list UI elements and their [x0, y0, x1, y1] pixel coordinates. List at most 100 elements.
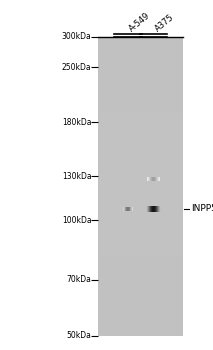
Bar [98, 72, 183, 77]
Bar [153, 177, 154, 181]
Bar [98, 62, 183, 66]
Bar [157, 206, 158, 212]
Bar [156, 177, 157, 181]
Bar [153, 206, 154, 212]
Bar [149, 177, 150, 181]
Bar [131, 207, 132, 211]
Bar [98, 331, 183, 336]
Text: A375: A375 [153, 12, 176, 33]
Text: 250kDa: 250kDa [62, 63, 92, 72]
Bar [157, 206, 158, 212]
Bar [98, 276, 183, 281]
Bar [132, 207, 133, 211]
Bar [98, 57, 183, 62]
Bar [131, 207, 132, 211]
Bar [155, 206, 156, 212]
Bar [98, 306, 183, 311]
Bar [98, 97, 183, 102]
Bar [152, 177, 153, 181]
Bar [98, 112, 183, 117]
Bar [98, 37, 183, 336]
Bar [98, 176, 183, 181]
Text: 50kDa: 50kDa [67, 331, 92, 341]
Bar [152, 177, 153, 181]
Bar [154, 177, 155, 181]
Text: A-549: A-549 [128, 11, 152, 33]
Bar [98, 296, 183, 301]
Bar [98, 206, 183, 211]
Bar [98, 187, 183, 191]
Bar [98, 42, 183, 47]
Bar [155, 177, 156, 181]
Bar [127, 207, 128, 211]
Bar [151, 206, 152, 212]
Bar [98, 226, 183, 231]
Bar [98, 117, 183, 121]
Bar [98, 152, 183, 156]
Text: 300kDa: 300kDa [62, 32, 92, 41]
Bar [98, 47, 183, 52]
Bar [132, 207, 133, 211]
Text: 130kDa: 130kDa [62, 172, 92, 181]
Bar [98, 216, 183, 221]
Bar [98, 286, 183, 291]
Bar [160, 206, 161, 212]
Text: 100kDa: 100kDa [62, 216, 92, 225]
Bar [150, 177, 151, 181]
Bar [98, 316, 183, 321]
Bar [156, 206, 157, 212]
Text: 180kDa: 180kDa [62, 118, 92, 127]
Bar [146, 206, 147, 212]
Bar [98, 196, 183, 201]
Bar [125, 207, 126, 211]
Bar [148, 177, 149, 181]
Bar [98, 246, 183, 251]
Bar [98, 37, 183, 42]
Bar [98, 77, 183, 82]
Bar [127, 207, 128, 211]
Bar [149, 206, 150, 212]
Bar [98, 241, 183, 246]
Bar [98, 87, 183, 92]
Bar [159, 206, 160, 212]
Bar [98, 141, 183, 146]
Text: INPP5J: INPP5J [191, 204, 213, 214]
Bar [129, 207, 130, 211]
Bar [159, 177, 160, 181]
Bar [158, 177, 159, 181]
Bar [155, 206, 156, 212]
Bar [98, 121, 183, 127]
Bar [98, 251, 183, 256]
Bar [123, 207, 124, 211]
Bar [129, 207, 130, 211]
Bar [151, 177, 152, 181]
Bar [123, 207, 124, 211]
Bar [98, 321, 183, 326]
Bar [155, 177, 156, 181]
Bar [156, 206, 157, 212]
Bar [98, 161, 183, 167]
Bar [124, 207, 125, 211]
Bar [148, 206, 149, 212]
Bar [131, 207, 132, 211]
Bar [153, 177, 154, 181]
Bar [98, 66, 183, 72]
Bar [98, 181, 183, 186]
Bar [98, 281, 183, 286]
Bar [98, 167, 183, 172]
Bar [98, 107, 183, 112]
Bar [98, 311, 183, 316]
Bar [98, 256, 183, 261]
Bar [157, 177, 158, 181]
Bar [130, 207, 131, 211]
Bar [148, 206, 149, 212]
Bar [159, 177, 160, 181]
Bar [98, 136, 183, 141]
Bar [157, 177, 158, 181]
Bar [126, 207, 127, 211]
Bar [98, 191, 183, 196]
Bar [98, 102, 183, 106]
Bar [98, 126, 183, 132]
Bar [98, 301, 183, 306]
Bar [125, 207, 126, 211]
